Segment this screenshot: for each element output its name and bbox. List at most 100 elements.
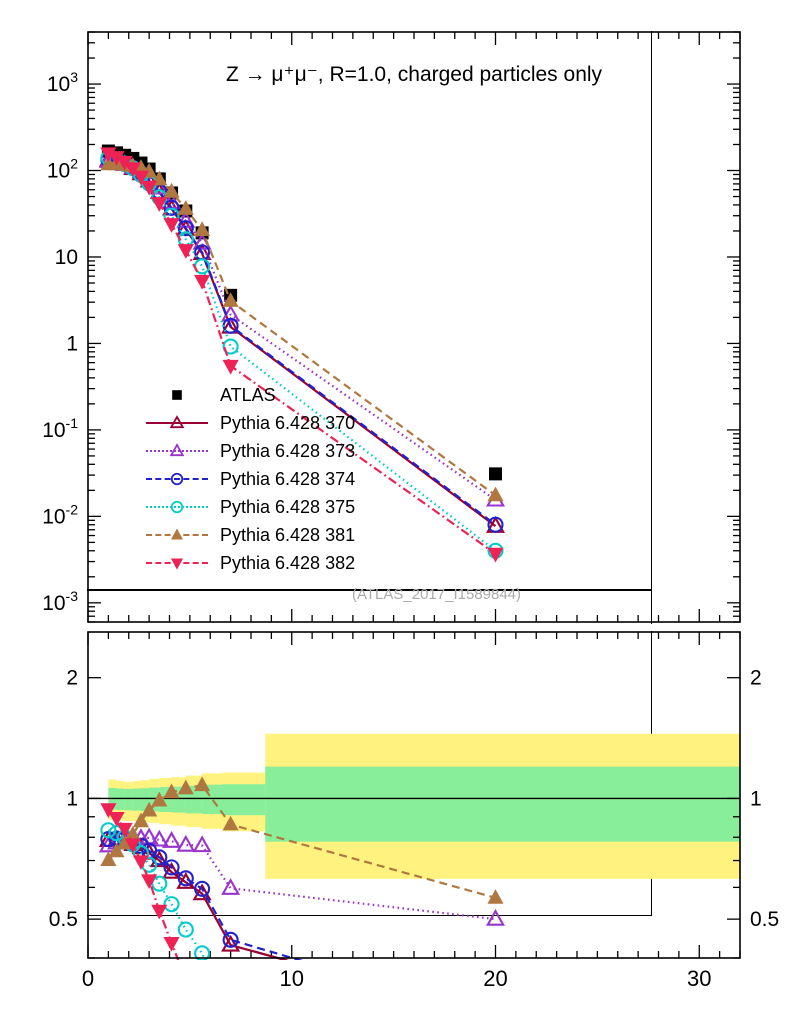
data-marker <box>163 937 180 952</box>
y-tick-label-main: 102 <box>47 156 78 183</box>
data-marker <box>132 812 150 828</box>
data-marker <box>221 878 241 895</box>
data-marker <box>108 842 125 858</box>
data-marker <box>170 528 184 540</box>
legend-key-py374 <box>146 468 208 490</box>
data-marker <box>177 921 194 938</box>
legend-item-py382[interactable]: Pythia 6.428 382 <box>146 549 355 577</box>
legend-label-py382: Pythia 6.428 382 <box>220 552 356 573</box>
data-marker <box>141 874 158 890</box>
data-marker <box>222 815 239 831</box>
legend-line-py375 <box>146 506 208 508</box>
data-marker <box>486 908 505 926</box>
legend-item-py381[interactable]: Pythia 6.428 381 <box>146 521 355 549</box>
legend-label-py370: Pythia 6.428 370 <box>220 412 356 433</box>
svg-text:0.5: 0.5 <box>49 908 78 931</box>
legend-line-py374 <box>146 478 208 480</box>
data-marker <box>170 500 184 514</box>
legend-item-py373[interactable]: Pythia 6.428 373 <box>146 437 355 465</box>
data-marker <box>132 159 150 174</box>
ratio-band-inner-green <box>265 766 740 842</box>
data-marker <box>100 822 117 839</box>
data-marker <box>151 197 168 212</box>
data-marker <box>163 896 180 913</box>
ratio-band-inner-green <box>132 788 141 811</box>
legend-key-py382 <box>146 552 208 574</box>
y-tick-label-main: 1 <box>66 332 78 355</box>
legend-item-py375[interactable]: Pythia 6.428 375 <box>146 493 355 521</box>
ratio-band-inner-green <box>149 787 160 812</box>
data-marker <box>169 443 185 457</box>
legend-marker-py375 <box>170 500 184 514</box>
svg-text:1: 1 <box>66 787 78 810</box>
data-marker <box>487 516 504 533</box>
data-marker <box>177 200 194 215</box>
data-marker <box>151 904 168 920</box>
legend-marker-atlas <box>172 390 182 400</box>
data-marker <box>108 151 125 166</box>
data-marker <box>192 835 212 853</box>
data-marker <box>100 803 117 818</box>
legend-marker-py370 <box>169 415 185 429</box>
data-marker <box>194 776 211 792</box>
data-marker <box>100 147 117 163</box>
data-marker <box>163 783 180 799</box>
data-marker <box>169 415 185 429</box>
data-marker <box>141 180 158 196</box>
svg-text:20: 20 <box>483 966 507 991</box>
legend-key-py375 <box>146 496 208 518</box>
svg-text:2: 2 <box>750 667 762 690</box>
legend-item-py370[interactable]: Pythia 6.428 370 <box>146 409 355 437</box>
data-marker <box>194 221 211 236</box>
svg-text:30: 30 <box>687 966 711 991</box>
data-marker <box>176 834 196 852</box>
legend-key-atlas <box>146 384 208 406</box>
ratio-series-py381 <box>100 776 504 904</box>
data-marker <box>151 849 168 866</box>
data-marker <box>151 875 168 892</box>
data-marker <box>489 467 502 481</box>
data-marker <box>162 831 182 848</box>
y-tick-label-main: 10-3 <box>42 588 78 615</box>
legend-label-py374: Pythia 6.428 374 <box>220 468 356 489</box>
svg-text:1: 1 <box>750 787 762 810</box>
data-marker <box>141 801 158 817</box>
legend-marker-py374 <box>170 472 184 486</box>
legend-item-atlas[interactable]: ATLAS <box>146 381 355 409</box>
data-marker <box>222 931 239 948</box>
y-tick-label-main: 10 <box>55 246 78 269</box>
data-marker <box>149 829 169 847</box>
legend: ATLAS Pythia 6.428 370 Pythia 6.428 373 Pyt… <box>146 381 355 577</box>
svg-text:10: 10 <box>280 966 304 991</box>
data-marker <box>151 791 168 807</box>
plot-title: Z → μ⁺μ⁻, R=1.0, charged particles only <box>225 63 603 86</box>
legend-label-atlas: ATLAS <box>220 384 276 405</box>
data-marker <box>177 220 194 237</box>
data-marker <box>487 547 504 563</box>
data-marker <box>132 855 150 871</box>
data-marker <box>177 870 194 887</box>
legend-line-py370 <box>146 422 208 424</box>
legend-key-py381 <box>146 524 208 546</box>
ratio-band-inner-green <box>124 788 133 811</box>
data-marker <box>221 934 241 952</box>
data-marker <box>194 880 211 897</box>
legend-item-py374[interactable]: Pythia 6.428 374 <box>146 465 355 493</box>
svg-text:0.5: 0.5 <box>750 908 779 931</box>
data-marker <box>163 859 180 876</box>
svg-text:0: 0 <box>82 966 94 991</box>
ratio-band-inner-green <box>140 788 150 812</box>
data-marker <box>132 170 150 186</box>
ratio-band-inner-green <box>222 784 266 816</box>
data-marker <box>177 779 194 795</box>
data-marker <box>170 472 184 486</box>
data-marker <box>194 274 211 290</box>
data-marker <box>100 830 117 848</box>
legend-key-py373 <box>146 440 208 462</box>
legend-marker-py382 <box>170 558 184 570</box>
data-marker <box>177 244 194 259</box>
data-marker <box>124 825 141 841</box>
y-tick-label-main: 103 <box>47 69 78 96</box>
legend-key-py370 <box>146 412 208 434</box>
